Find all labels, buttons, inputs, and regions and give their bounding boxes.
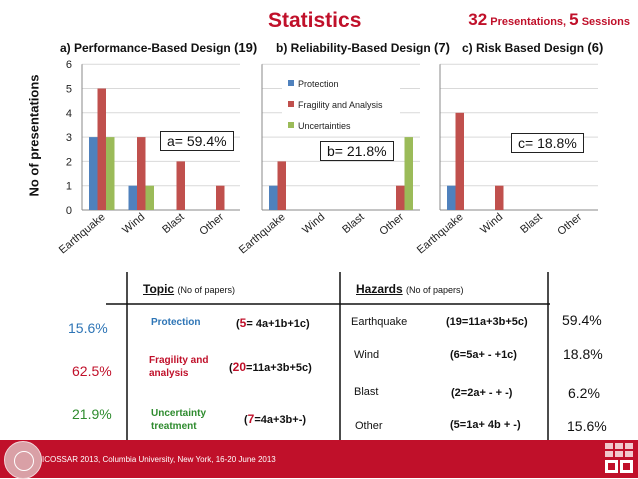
y-tick-label: 2	[66, 156, 72, 168]
bar	[89, 137, 98, 210]
legend-label: Uncertainties	[298, 121, 351, 131]
presentations-label: Presentations,	[490, 16, 567, 28]
annotation-c: c= 18.8%	[511, 133, 584, 153]
hazard-pct-earthquake: 59.4%	[562, 312, 602, 328]
hazard-formula-blast: (2=2a+ - + -)	[451, 387, 513, 399]
bar	[137, 137, 146, 210]
sessions-count: 5	[569, 10, 579, 29]
bar	[396, 185, 405, 210]
hazard-formula-earthquake: (19=11a+3b+5c)	[446, 316, 528, 328]
topic-pct-fragility: 62.5%	[72, 363, 112, 379]
y-tick-label: 0	[66, 205, 72, 217]
annotation-b: b= 21.8%	[320, 141, 394, 161]
bar	[455, 112, 464, 210]
bar	[176, 161, 185, 210]
footer-text: ICOSSAR 2013, Columbia University, New Y…	[42, 455, 276, 464]
annotation-a: a= 59.4%	[160, 131, 234, 151]
bar	[495, 185, 504, 210]
bar	[277, 161, 286, 210]
sessions-label: Sessions	[581, 16, 630, 28]
y-tick-label: 6	[66, 59, 72, 71]
hazard-formula-other: (5=1a+ 4b + -)	[450, 419, 521, 431]
page-title: Statistics	[268, 9, 362, 32]
subtitle-risk: c) Risk Based Design (6)	[462, 40, 604, 55]
seal-ring	[14, 451, 34, 471]
bar	[269, 185, 278, 210]
bar	[97, 88, 106, 210]
bar	[106, 137, 115, 210]
hazard-name-blast: Blast	[354, 386, 379, 398]
legend-label: Fragility and Analysis	[298, 100, 383, 110]
y-tick-label: 4	[66, 108, 72, 120]
hazard-pct-blast: 6.2%	[568, 385, 600, 401]
hazard-formula-wind: (6=5a+ - +1c)	[450, 349, 517, 361]
hazards-header: Hazards (No of papers)	[356, 282, 464, 296]
bar	[404, 137, 413, 210]
subtitle-reliability: b) Reliability-Based Design (7)	[276, 40, 450, 55]
topic-label-uncertainty: Uncertainty treatment	[151, 408, 207, 432]
legend-label: Protection	[298, 79, 339, 89]
hazard-name-earthquake: Earthquake	[351, 316, 408, 328]
university-seal-icon	[4, 441, 42, 479]
legend-swatch	[288, 101, 294, 107]
topic-formula-fragility: (20=11a+3b+5c)	[229, 360, 312, 374]
topic-pct-protection: 15.6%	[68, 320, 108, 336]
hazard-name-other: Other	[355, 420, 383, 432]
presentation-counts: 32 Presentations, 5 Sessions	[468, 10, 630, 30]
legend-box	[282, 74, 400, 130]
legend-swatch	[288, 80, 294, 86]
bar	[145, 185, 154, 210]
hazard-name-wind: Wind	[354, 349, 380, 361]
footer-bar	[0, 440, 638, 478]
topic-label-protection: Protection	[151, 317, 201, 328]
presentations-count: 32	[468, 10, 488, 29]
subtitle-performance: a) Performance-Based Design (19)	[60, 40, 258, 55]
hazard-pct-wind: 18.8%	[563, 346, 603, 362]
bar	[128, 185, 137, 210]
y-tick-label: 3	[66, 132, 72, 144]
bar	[216, 185, 225, 210]
topic-header: Topic (No of papers)	[143, 282, 235, 296]
topic-formula-uncertainty: (7=4a+3b+-)	[244, 412, 307, 426]
hazard-pct-other: 15.6%	[567, 418, 607, 434]
conference-logo-icon	[603, 441, 635, 475]
topic-label-fragility: Fragility and analysis	[149, 355, 209, 379]
y-tick-label: 1	[66, 181, 72, 193]
topic-formula-protection: (5= 4a+1b+1c)	[236, 316, 310, 330]
legend-swatch	[288, 122, 294, 128]
table-lines	[106, 272, 550, 440]
bar	[447, 185, 456, 210]
y-tick-label: 5	[66, 84, 72, 96]
topic-pct-uncertainty: 21.9%	[72, 406, 112, 422]
